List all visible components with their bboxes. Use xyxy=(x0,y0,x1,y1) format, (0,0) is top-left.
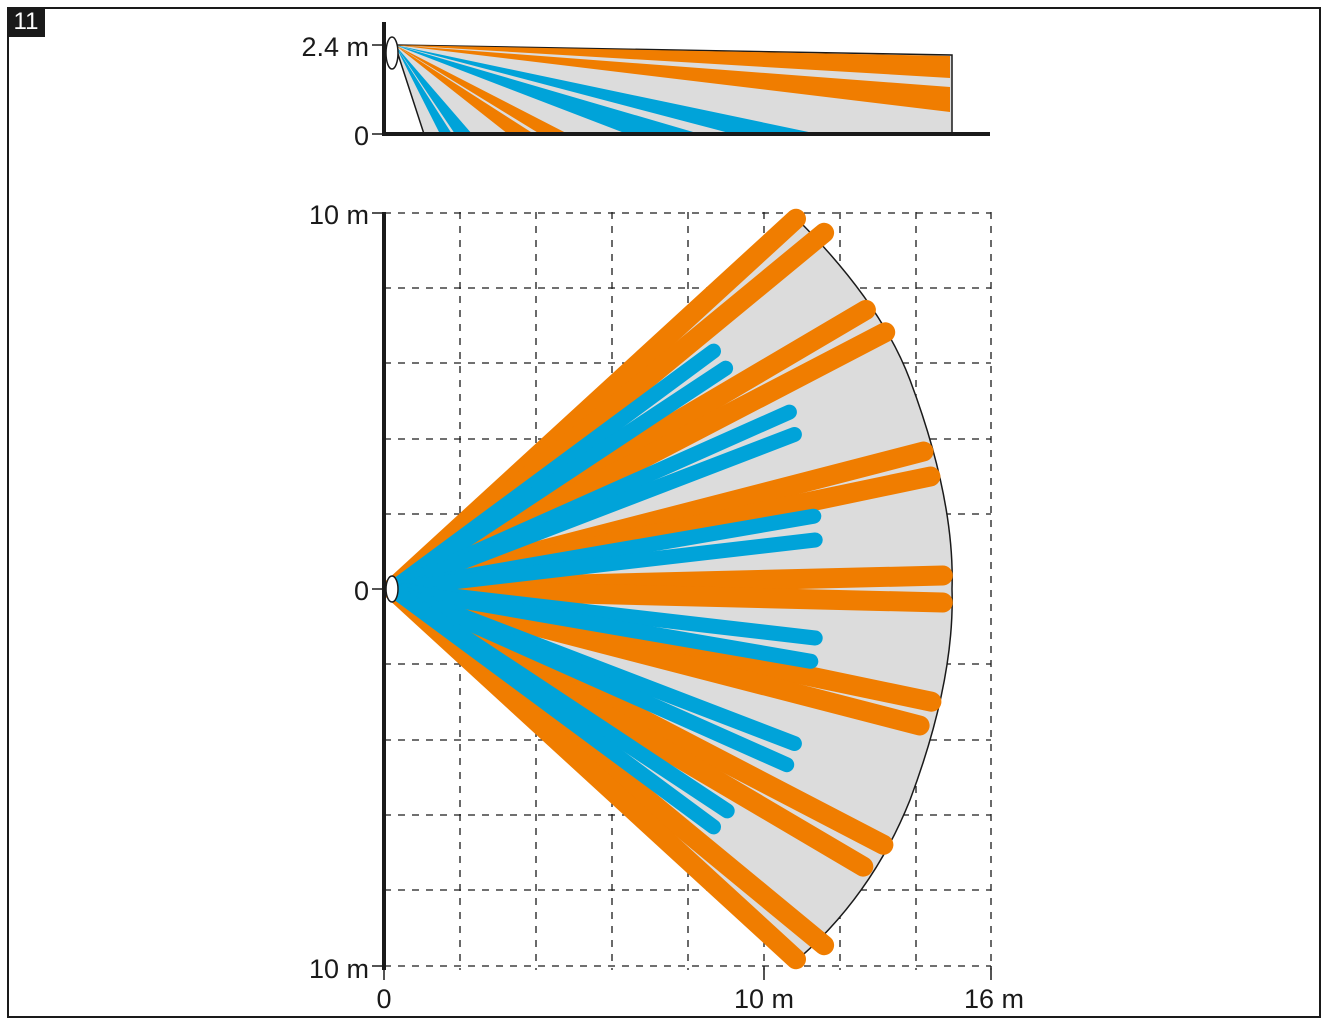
long-range-beam xyxy=(395,45,568,134)
x-label-16m: 16 m xyxy=(964,984,1024,1014)
short-range-beam xyxy=(384,581,819,669)
side-view: 2.4 m 0 xyxy=(301,22,990,151)
top-label-10m-upper: 10 m xyxy=(309,200,369,230)
short-range-beam xyxy=(384,581,795,773)
short-range-beam xyxy=(395,45,452,134)
x-label-10m: 10 m xyxy=(734,984,794,1014)
side-label-zero: 0 xyxy=(354,121,369,151)
short-range-beam xyxy=(384,360,734,597)
side-label-height: 2.4 m xyxy=(301,32,369,62)
x-label-origin: 0 xyxy=(376,984,391,1014)
top-view: 10 m 0 10 m 0 10 m 16 m xyxy=(309,200,1024,1014)
short-range-beam xyxy=(395,45,700,134)
top-label-10m-lower: 10 m xyxy=(309,954,369,984)
side-beams xyxy=(395,45,950,134)
figure-number-badge: 11 xyxy=(7,7,45,37)
long-range-beam xyxy=(395,45,534,134)
long-range-beam xyxy=(395,45,950,112)
short-range-beam xyxy=(384,427,802,597)
short-range-beam xyxy=(395,45,472,134)
top-beams xyxy=(382,208,953,970)
top-detector-icon xyxy=(385,575,399,603)
long-range-beam xyxy=(382,579,953,613)
short-range-beam xyxy=(395,45,818,134)
short-range-beam xyxy=(384,581,721,835)
top-label-zero: 0 xyxy=(354,576,369,606)
long-range-beam xyxy=(382,579,806,970)
side-detector-icon xyxy=(385,36,399,70)
long-range-beam xyxy=(395,45,950,78)
short-range-beam xyxy=(384,532,823,597)
